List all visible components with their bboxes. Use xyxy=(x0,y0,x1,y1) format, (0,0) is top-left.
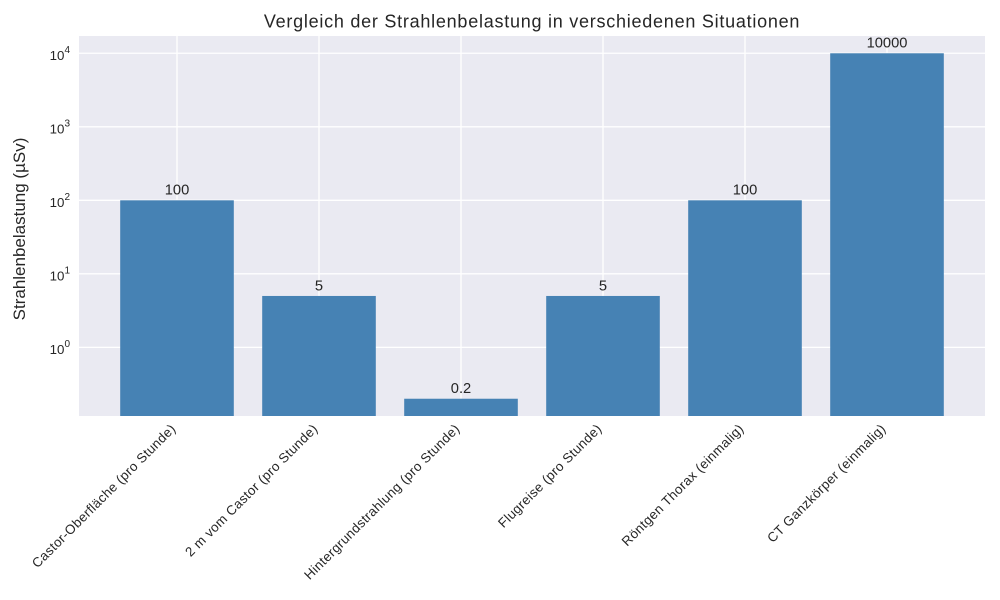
svg-text:Hintergrundstrahlung (pro Stun: Hintergrundstrahlung (pro Stunde) xyxy=(301,421,462,582)
svg-text:101: 101 xyxy=(50,266,71,284)
svg-text:5: 5 xyxy=(315,278,323,294)
svg-text:100: 100 xyxy=(165,183,190,199)
svg-text:100: 100 xyxy=(50,339,71,357)
svg-text:CT Ganzkörper (einmalig): CT Ganzkörper (einmalig) xyxy=(764,421,889,546)
svg-text:102: 102 xyxy=(50,192,71,210)
svg-text:10000: 10000 xyxy=(867,36,908,52)
svg-text:Röntgen Thorax (einmalig): Röntgen Thorax (einmalig) xyxy=(619,421,747,549)
svg-text:104: 104 xyxy=(50,45,71,63)
svg-text:5: 5 xyxy=(599,278,607,294)
svg-text:2 m vom Castor (pro Stunde): 2 m vom Castor (pro Stunde) xyxy=(182,421,321,560)
svg-text:Castor-Oberfläche (pro Stunde): Castor-Oberfläche (pro Stunde) xyxy=(29,421,179,571)
svg-text:Strahlenbelastung (µSv): Strahlenbelastung (µSv) xyxy=(10,138,29,321)
svg-text:Flugreise (pro Stunde): Flugreise (pro Stunde) xyxy=(495,421,605,531)
svg-text:103: 103 xyxy=(50,119,71,137)
svg-text:0.2: 0.2 xyxy=(451,381,471,397)
svg-text:Vergleich der Strahlenbelastun: Vergleich der Strahlenbelastung in versc… xyxy=(264,12,800,32)
svg-text:100: 100 xyxy=(733,183,758,199)
